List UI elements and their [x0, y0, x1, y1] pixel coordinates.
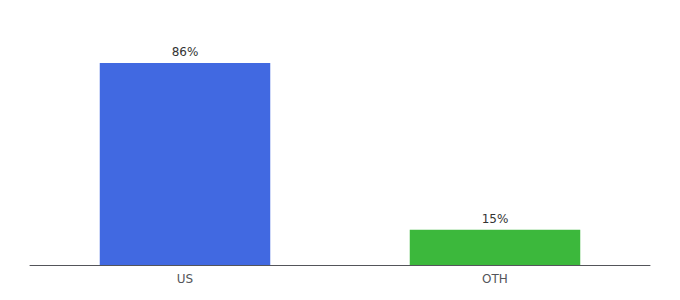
svg-text:OTH: OTH	[482, 272, 508, 286]
svg-text:86%: 86%	[172, 45, 199, 59]
svg-text:15%: 15%	[482, 212, 509, 226]
svg-text:US: US	[177, 272, 193, 286]
